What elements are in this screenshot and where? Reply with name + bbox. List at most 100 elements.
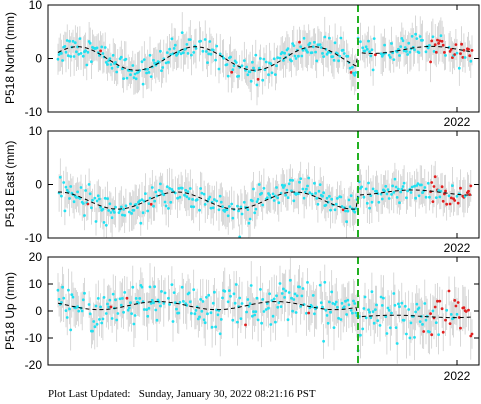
- data-point: [300, 54, 304, 58]
- data-point: [455, 194, 459, 198]
- data-point: [286, 47, 290, 50]
- data-point: [95, 199, 99, 203]
- data-point: [160, 290, 163, 293]
- data-point: [194, 47, 198, 50]
- data-point: [205, 295, 208, 299]
- data-point: [397, 302, 400, 306]
- data-point: [118, 297, 122, 301]
- data-point: [400, 301, 404, 305]
- data-point: [72, 200, 76, 204]
- data-point: [68, 307, 71, 311]
- data-point: [234, 283, 238, 286]
- data-point: [272, 199, 276, 202]
- data-point: [403, 46, 407, 49]
- data-point: [178, 301, 182, 304]
- data-point: [257, 183, 261, 186]
- data-point: [398, 201, 401, 205]
- data-point: [401, 39, 405, 43]
- recent-point: [456, 301, 460, 304]
- data-point: [363, 49, 367, 53]
- data-point: [278, 282, 282, 285]
- data-point: [333, 41, 337, 45]
- data-point: [283, 51, 286, 55]
- data-point: [187, 197, 191, 201]
- data-point: [219, 318, 223, 321]
- data-point: [180, 186, 184, 190]
- data-point: [108, 202, 112, 206]
- data-point: [149, 302, 153, 305]
- points-up: [56, 257, 474, 365]
- data-point: [68, 39, 71, 43]
- data-point: [163, 200, 167, 204]
- data-point: [148, 53, 152, 57]
- data-point: [415, 302, 419, 306]
- data-point: [130, 212, 134, 215]
- data-point: [131, 64, 135, 67]
- data-point: [122, 207, 125, 211]
- data-point: [114, 61, 117, 64]
- data-point: [90, 60, 93, 64]
- data-point: [163, 291, 167, 295]
- data-point: [159, 49, 162, 53]
- data-point: [294, 311, 298, 314]
- data-point: [313, 40, 316, 44]
- data-point: [217, 208, 221, 212]
- y-tick-label: -10: [25, 105, 43, 119]
- recent-point: [307, 311, 311, 315]
- recent-point: [349, 71, 353, 74]
- data-point: [268, 292, 271, 296]
- data-point: [222, 56, 226, 60]
- data-point: [271, 192, 275, 196]
- data-point: [246, 73, 250, 77]
- data-point: [421, 323, 424, 326]
- data-point: [372, 37, 376, 40]
- data-point: [152, 301, 155, 305]
- recent-point: [430, 333, 434, 337]
- data-point: [219, 200, 223, 204]
- recent-point: [451, 56, 454, 59]
- data-point: [259, 288, 262, 291]
- data-point: [218, 332, 222, 336]
- data-point: [262, 186, 266, 190]
- data-point: [177, 187, 181, 190]
- data-point: [383, 43, 386, 47]
- recent-point: [449, 196, 453, 200]
- data-point: [395, 342, 399, 345]
- data-point: [203, 321, 207, 325]
- data-point: [334, 202, 338, 206]
- data-point: [409, 321, 413, 325]
- recent-point: [437, 42, 440, 45]
- data-point: [208, 195, 212, 199]
- data-point: [413, 184, 416, 188]
- data-point: [331, 302, 335, 305]
- data-point: [109, 211, 113, 214]
- data-point: [240, 64, 244, 68]
- data-point: [376, 319, 380, 322]
- data-point: [81, 298, 85, 302]
- data-point: [249, 284, 253, 287]
- data-point: [332, 326, 336, 329]
- data-point: [64, 185, 68, 189]
- data-point: [301, 287, 305, 290]
- recent-point: [433, 305, 437, 309]
- data-point: [180, 31, 184, 34]
- data-point: [325, 196, 329, 200]
- data-point: [407, 41, 411, 45]
- data-point: [395, 196, 399, 199]
- data-point: [318, 283, 322, 287]
- data-point: [301, 187, 305, 191]
- data-point: [232, 64, 236, 68]
- data-point: [384, 315, 388, 318]
- data-point: [87, 183, 91, 186]
- data-point: [147, 71, 151, 74]
- data-point: [254, 310, 258, 313]
- data-point: [78, 37, 82, 40]
- data-point: [71, 39, 75, 43]
- data-point: [368, 310, 371, 314]
- data-point: [336, 305, 339, 309]
- data-point: [391, 184, 394, 188]
- data-point: [291, 309, 294, 313]
- data-point: [410, 185, 414, 189]
- recent-point: [230, 70, 234, 74]
- data-point: [141, 82, 145, 86]
